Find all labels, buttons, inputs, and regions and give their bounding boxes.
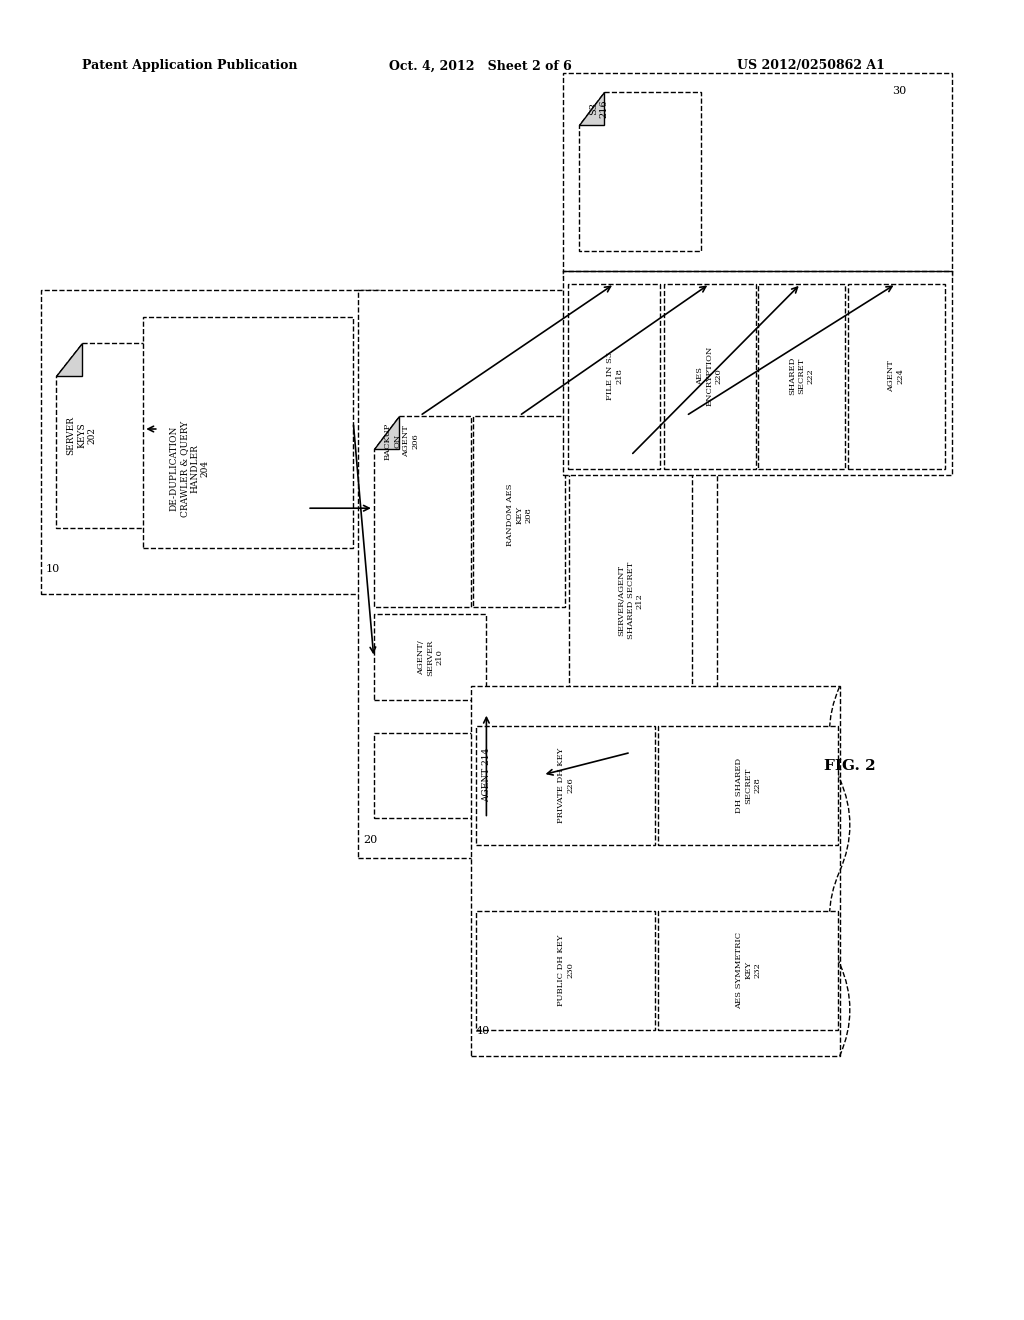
Bar <box>569 455 692 752</box>
Bar <box>41 290 379 594</box>
Text: AGENT
224: AGENT 224 <box>888 360 904 392</box>
Text: RANDOM AES
KEY
208: RANDOM AES KEY 208 <box>506 483 532 546</box>
Bar <box>374 614 486 700</box>
Text: DE-DUPLICATION
CRAWLER & QUERY
HANDLER
204: DE-DUPLICATION CRAWLER & QUERY HANDLER 2… <box>169 421 210 516</box>
Bar <box>658 911 838 1030</box>
Text: PUBLIC DH KEY
230: PUBLIC DH KEY 230 <box>557 935 574 1006</box>
Bar <box>143 317 353 548</box>
Bar <box>568 284 660 469</box>
Text: Oct. 4, 2012   Sheet 2 of 6: Oct. 4, 2012 Sheet 2 of 6 <box>389 59 571 73</box>
Polygon shape <box>56 343 159 528</box>
Bar <box>563 73 952 277</box>
Text: Patent Application Publication: Patent Application Publication <box>82 59 297 73</box>
Text: 40: 40 <box>476 1026 490 1036</box>
Text: SHARED
SECRET
222: SHARED SECRET 222 <box>788 356 814 396</box>
Text: AGENT 214: AGENT 214 <box>482 747 490 803</box>
Text: BACKUP
ON
AGENT
206: BACKUP ON AGENT 206 <box>384 422 420 459</box>
Polygon shape <box>374 416 471 607</box>
Text: S3
216: S3 216 <box>589 99 608 117</box>
Text: 20: 20 <box>364 834 378 845</box>
Bar <box>374 733 599 818</box>
Polygon shape <box>56 343 82 376</box>
Bar <box>563 271 952 475</box>
Bar <box>658 726 838 845</box>
Bar <box>476 911 655 1030</box>
Text: US 2012/0250862 A1: US 2012/0250862 A1 <box>737 59 885 73</box>
Text: DH SHARED
SECRET
228: DH SHARED SECRET 228 <box>735 758 761 813</box>
Text: PRIVATE DH KEY
226: PRIVATE DH KEY 226 <box>557 747 574 824</box>
Text: 30: 30 <box>892 86 906 96</box>
Bar <box>471 686 840 1056</box>
Text: AES SYMMETRIC
KEY
232: AES SYMMETRIC KEY 232 <box>735 932 761 1008</box>
Polygon shape <box>579 92 701 251</box>
Polygon shape <box>579 92 604 125</box>
Bar <box>758 284 845 469</box>
Text: FILE IN S3
218: FILE IN S3 218 <box>606 352 623 400</box>
Text: AGENT/
SERVER
210: AGENT/ SERVER 210 <box>417 639 443 676</box>
Text: SERVER/AGENT
SHARED SECRET
212: SERVER/AGENT SHARED SECRET 212 <box>617 562 644 639</box>
Bar <box>848 284 945 469</box>
Text: 10: 10 <box>46 564 60 574</box>
Bar <box>476 726 655 845</box>
Text: FIG. 2: FIG. 2 <box>824 759 876 772</box>
Bar <box>664 284 756 469</box>
Text: SERVER
KEYS
202: SERVER KEYS 202 <box>67 416 96 455</box>
Bar <box>358 290 717 858</box>
Text: AES
ENCRYPTION
220: AES ENCRYPTION 220 <box>696 346 723 407</box>
Bar <box>473 416 565 607</box>
Polygon shape <box>374 416 399 449</box>
